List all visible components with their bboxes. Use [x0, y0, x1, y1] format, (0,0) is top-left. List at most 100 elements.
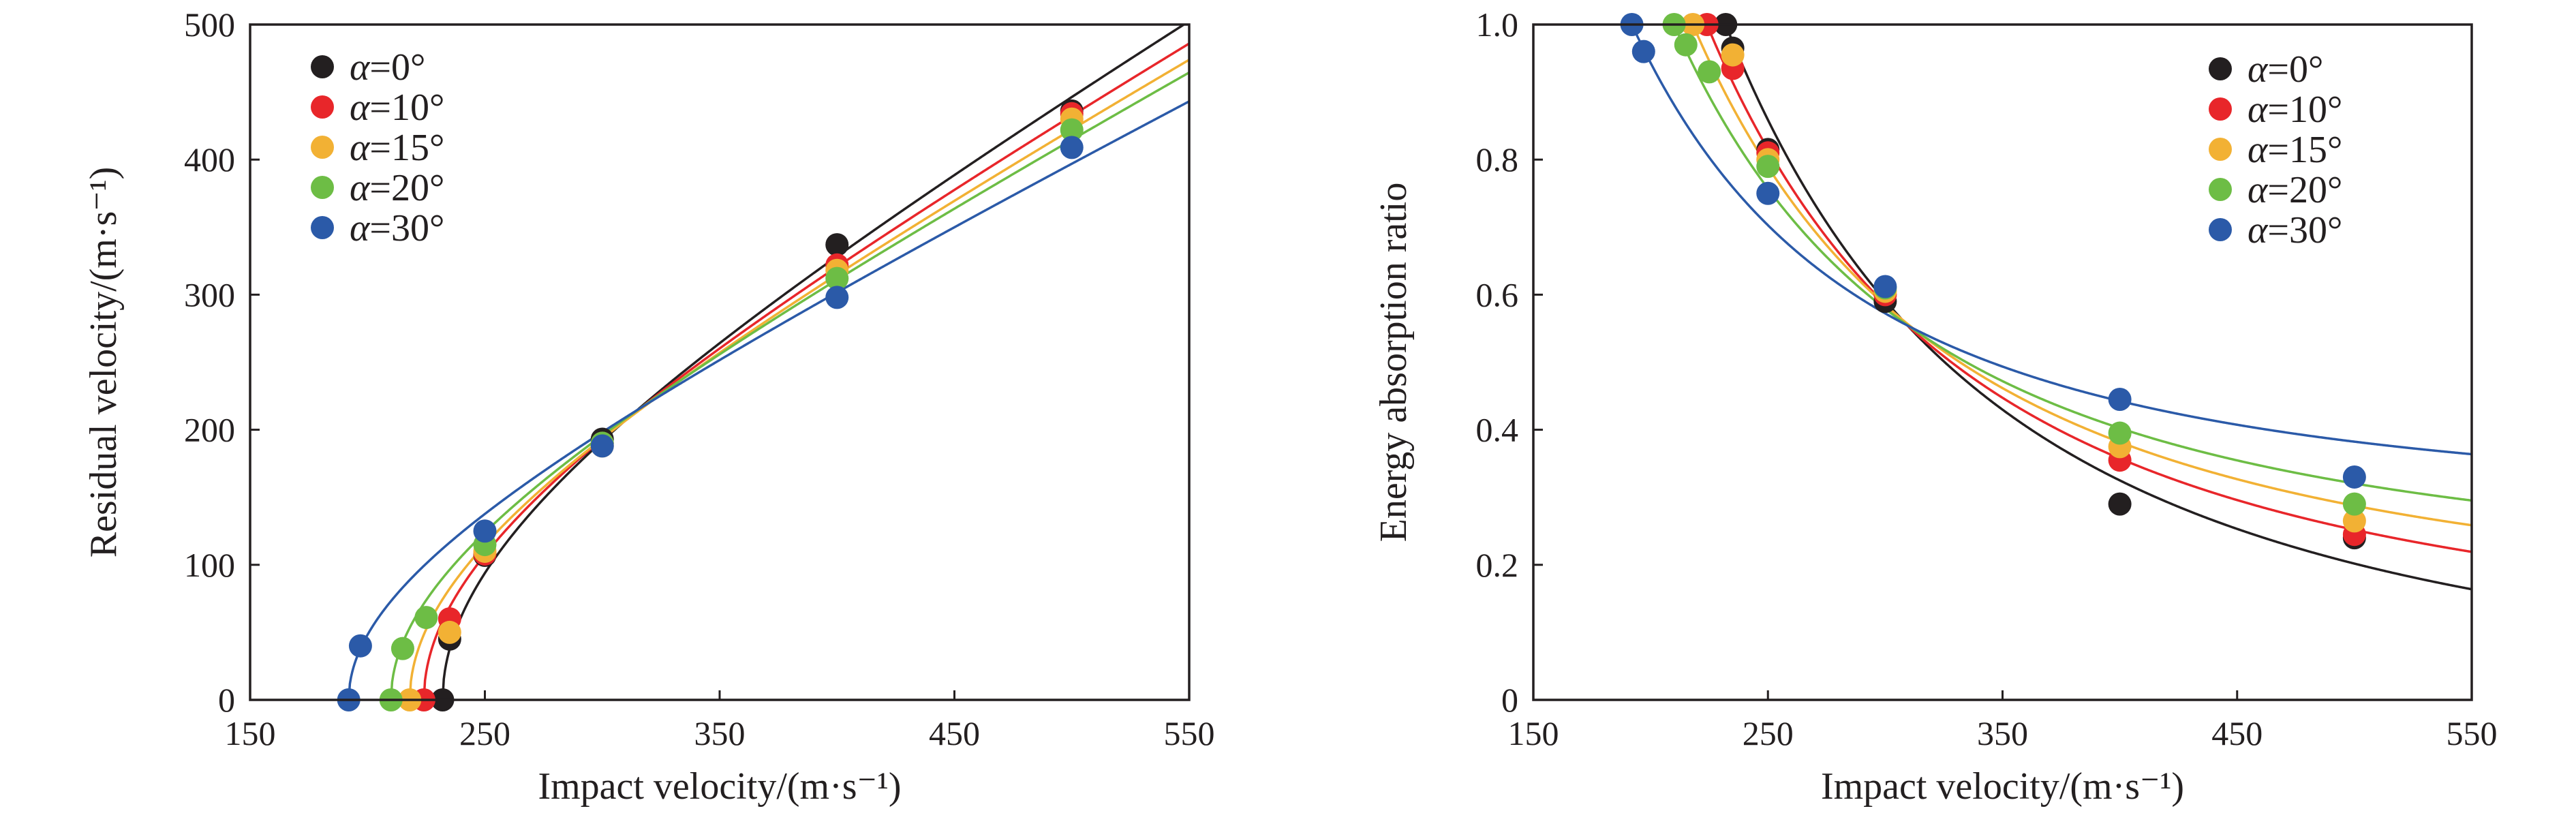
legend-value: =15°: [369, 127, 444, 169]
legend-alpha: α: [2248, 89, 2269, 131]
legend-label: α=10°: [350, 87, 444, 129]
y-axis-label: Energy absorption ratio: [1373, 183, 1415, 542]
legend: α=0°α=10°α=15°α=20°α=30°: [311, 46, 444, 249]
data-point: [2108, 421, 2132, 445]
legend-label: α=10°: [2248, 89, 2342, 131]
legend-marker: [311, 55, 334, 78]
legend-marker: [2209, 138, 2232, 161]
legend-marker: [311, 216, 334, 239]
fit-line-4: [1672, 25, 2472, 502]
fit-line-2: [1706, 25, 2472, 553]
data-point: [1674, 33, 1698, 57]
y-tick-label: 0.2: [1476, 546, 1519, 584]
legend-marker: [2209, 57, 2232, 80]
data-point: [1721, 43, 1745, 67]
legend-label: α=20°: [2248, 169, 2342, 211]
fit-line-1: [441, 25, 1186, 700]
y-tick-label: 500: [184, 5, 235, 44]
legend-alpha: α: [2248, 169, 2269, 211]
series-4: [1662, 13, 2366, 516]
x-axis-label: Impact velocity/(m·s⁻¹): [538, 765, 901, 808]
x-tick-label: 150: [1508, 714, 1559, 752]
fit-line-1: [1724, 25, 2472, 591]
data-point: [2342, 509, 2366, 533]
x-tick-label: 550: [2447, 714, 2498, 752]
legend-value: =20°: [2267, 169, 2342, 211]
y-tick-label: 0.8: [1476, 140, 1519, 179]
data-point: [1698, 60, 1721, 84]
legend-alpha: α: [2248, 129, 2269, 171]
fit-line-5: [1631, 25, 2472, 456]
legend-alpha: α: [2248, 48, 2269, 91]
data-point: [1060, 118, 1084, 142]
legend-marker: [311, 176, 334, 199]
legend-label: α=15°: [2248, 129, 2342, 171]
data-point: [825, 233, 849, 257]
x-tick-label: 350: [1977, 714, 2028, 752]
y-tick-label: 400: [184, 140, 235, 179]
legend-value: =0°: [2267, 48, 2323, 91]
legend-marker: [2209, 218, 2232, 241]
legend: α=0°α=10°α=15°α=20°α=30°: [2209, 48, 2342, 251]
legend-value: =10°: [369, 87, 444, 129]
x-axis-label: Impact velocity/(m·s⁻¹): [1821, 765, 2184, 808]
y-tick-label: 200: [184, 411, 235, 449]
legend-alpha: α: [350, 87, 371, 129]
chart-panel-2: 150 250 350 450 550 0 0.2 0.4 0.6 0.8 1.0 Impact ve…: [1373, 5, 2498, 808]
data-point: [348, 634, 372, 658]
data-point: [1756, 181, 1780, 205]
legend-value: =15°: [2267, 129, 2342, 171]
legend-value: =10°: [2267, 89, 2342, 131]
legend-marker: [311, 95, 334, 119]
series-4: [379, 118, 1084, 711]
chart-panel-1: 150 250 350 450 550 0 100 200 300 400 500 Impact ve…: [82, 5, 1215, 808]
legend-marker: [311, 136, 334, 159]
fit-line-3: [1691, 25, 2472, 527]
data-point: [590, 434, 614, 458]
fit-line-4: [389, 71, 1189, 700]
y-tick-label: 0.6: [1476, 275, 1519, 313]
y-tick-label: 1.0: [1476, 5, 1519, 44]
fit-line-3: [408, 59, 1189, 700]
data-point: [2342, 492, 2366, 516]
data-point: [2108, 388, 2132, 412]
data-point: [1060, 136, 1084, 159]
data-point: [2342, 465, 2366, 489]
data-point: [2108, 492, 2132, 516]
legend-alpha: α: [350, 207, 371, 249]
x-tick-label: 250: [459, 714, 510, 752]
legend-value: =30°: [369, 207, 444, 249]
legend-alpha: α: [350, 46, 371, 89]
legend-marker: [2209, 178, 2232, 201]
y-axis-label: Residual velocity/(m·s⁻¹): [82, 167, 125, 558]
legend-value: =0°: [369, 46, 425, 89]
y-tick-label: 300: [184, 275, 235, 313]
x-tick-label: 450: [929, 714, 980, 752]
legend-label: α=20°: [350, 167, 444, 209]
x-tick-label: 250: [1743, 714, 1794, 752]
legend-value: =30°: [2267, 209, 2342, 251]
x-tick-label: 150: [225, 714, 276, 752]
data-point: [825, 286, 849, 309]
data-point: [390, 637, 414, 660]
series-2: [412, 102, 1084, 711]
data-point: [825, 266, 849, 290]
legend-label: α=0°: [350, 46, 425, 89]
legend-value: =20°: [369, 167, 444, 209]
y-tick-label: 0: [218, 681, 235, 719]
legend-label: α=30°: [350, 207, 444, 249]
data-point: [1756, 155, 1780, 179]
fit-curves: [1631, 25, 2472, 591]
legend-label: α=15°: [350, 127, 444, 169]
legend-marker: [2209, 97, 2232, 121]
data-point: [1631, 40, 1655, 63]
y-tick-label: 100: [184, 546, 235, 584]
x-tick-label: 450: [2211, 714, 2263, 752]
x-tick-label: 350: [694, 714, 746, 752]
data-point: [414, 606, 438, 630]
data-point: [1873, 275, 1897, 298]
data-point: [438, 620, 461, 644]
fit-line-5: [347, 100, 1189, 700]
y-tick-label: 0.4: [1476, 411, 1519, 449]
legend-alpha: α: [350, 127, 371, 169]
